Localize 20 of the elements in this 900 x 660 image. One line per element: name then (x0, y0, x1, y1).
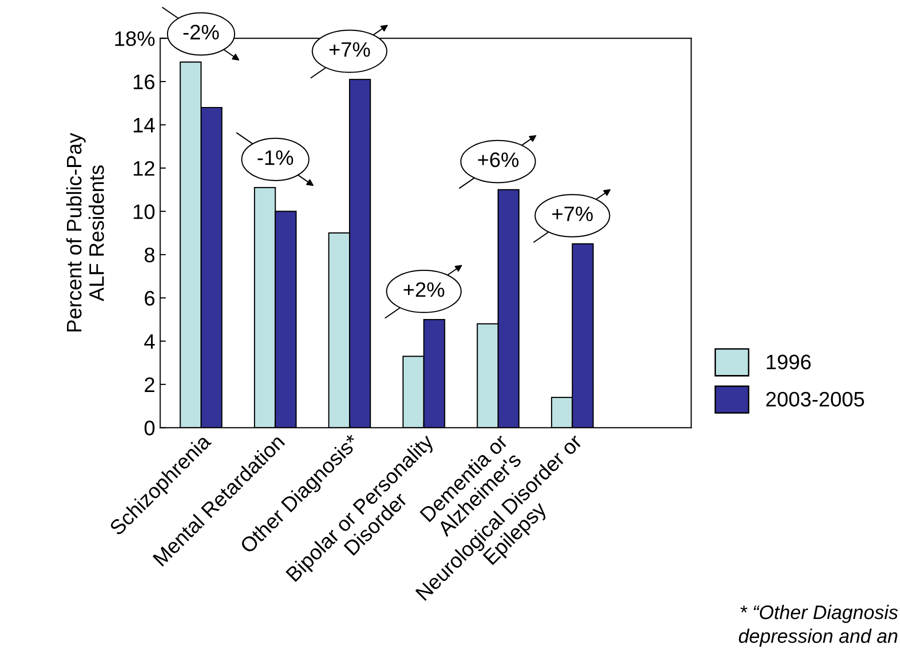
y-tick-label: 6 (144, 290, 154, 306)
text: * “Other Diagnosis depression and an (738, 604, 898, 647)
annotation: +2% (404, 282, 444, 297)
y-tick-label: 2 (144, 377, 154, 392)
legend-label: 2003-2005 (766, 392, 864, 407)
y-axis-title: Percent of Public-Pay ALF Residents (66, 132, 104, 332)
y-tick-label: 14 (134, 118, 155, 132)
y-tick-label: 8 (144, 248, 154, 262)
annotation: +7% (329, 42, 370, 57)
y-tick-label: 4 (144, 334, 155, 349)
annotation: -1% (258, 150, 294, 165)
y-tick-label: 0 (144, 420, 155, 436)
legend-label: 1996 (766, 354, 811, 370)
y-tick-label: 12 (134, 161, 154, 176)
annotation: +7% (552, 206, 593, 222)
y-tick-label: 18% (115, 31, 155, 46)
y-tick-label: 10 (134, 204, 155, 220)
annotation: -2% (183, 24, 219, 40)
annotation: +6% (478, 152, 519, 168)
y-tick-label: 16 (134, 74, 154, 90)
